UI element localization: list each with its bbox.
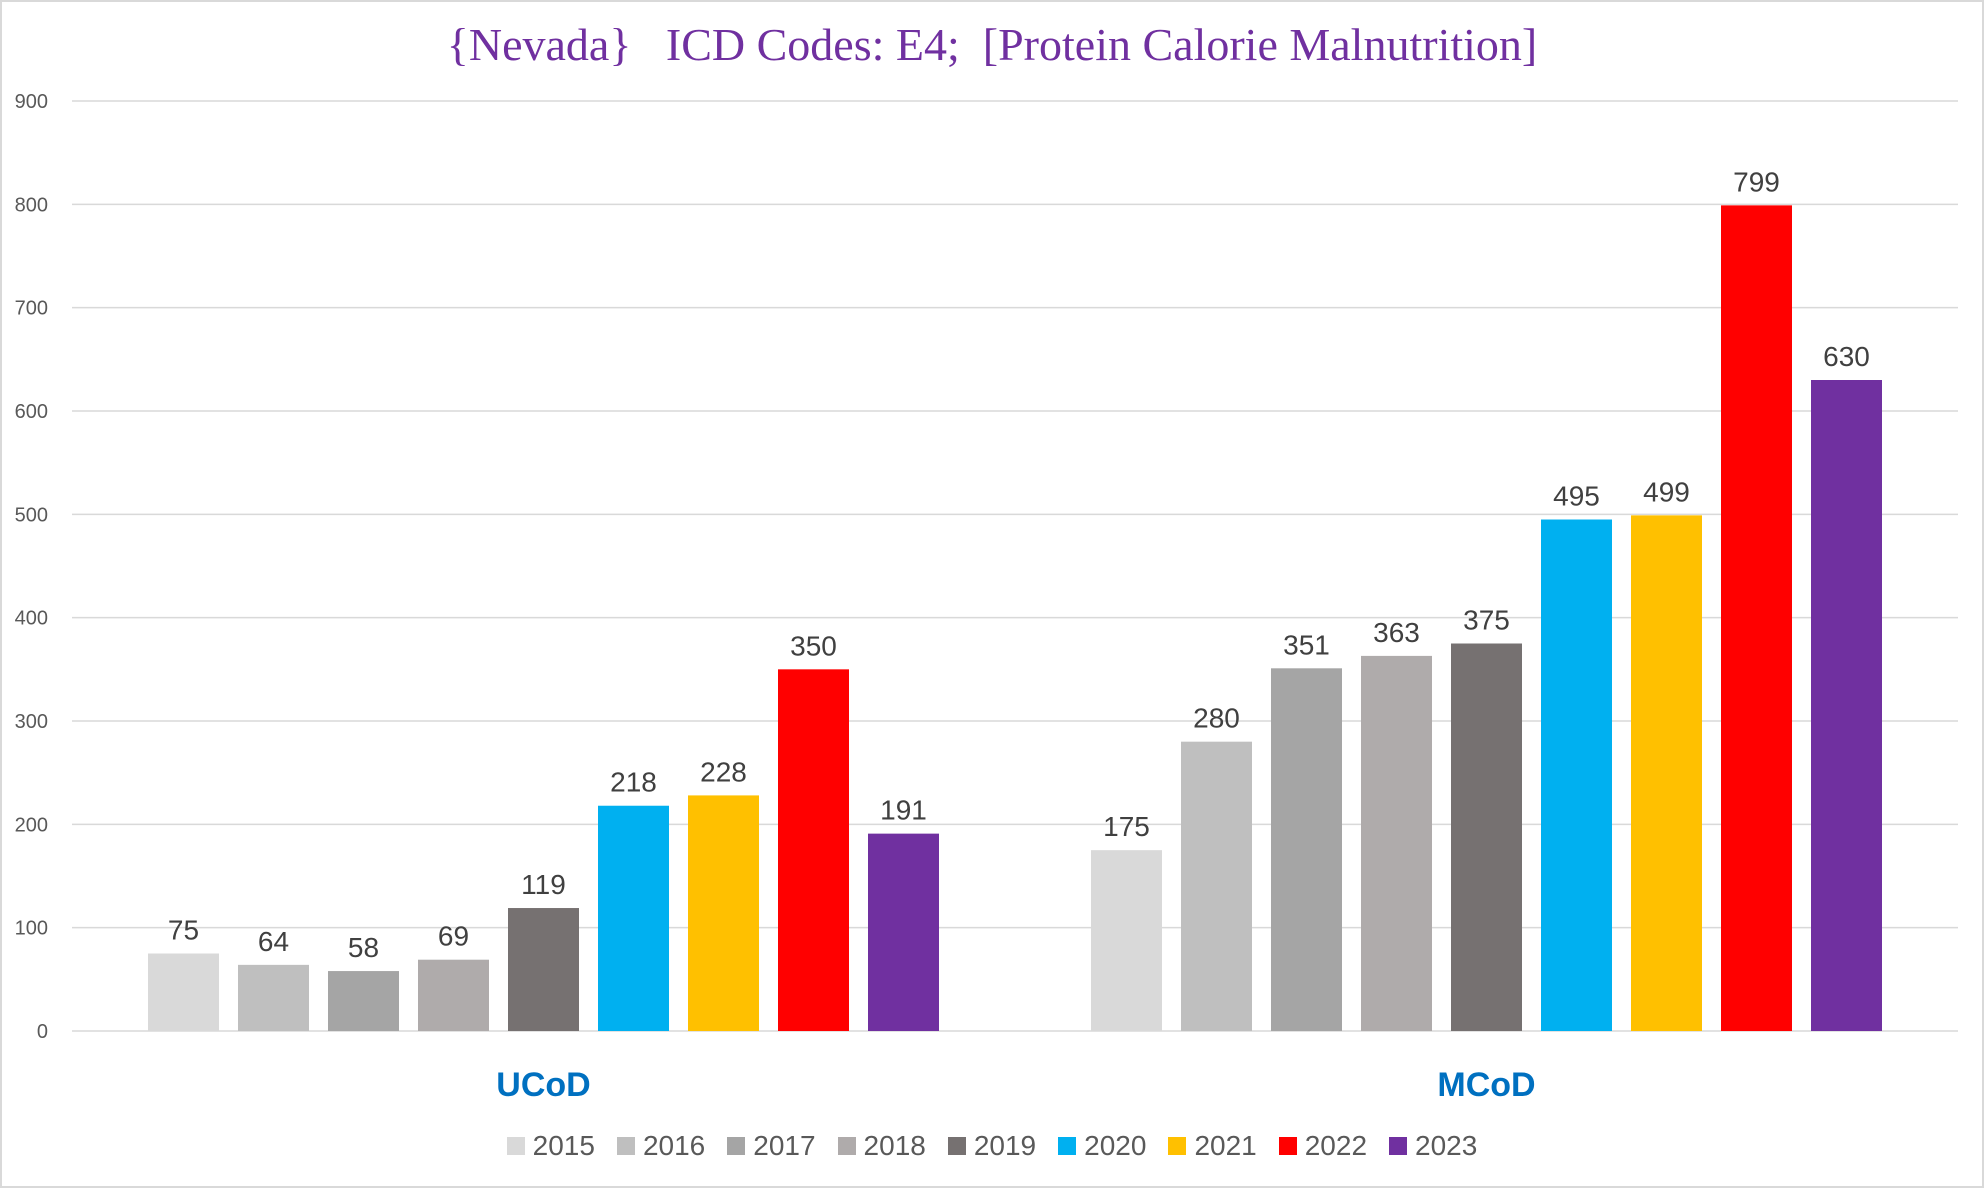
y-tick-label: 200 [15, 814, 48, 836]
legend-label: 2020 [1084, 1130, 1147, 1161]
y-tick-label: 800 [15, 194, 48, 216]
legend-swatch [837, 1137, 856, 1155]
legend-swatch [1389, 1137, 1408, 1155]
data-label: 119 [521, 869, 566, 900]
bar [418, 959, 489, 1031]
bar [1181, 741, 1252, 1031]
data-label: 228 [700, 756, 747, 787]
legend-label: 2017 [753, 1130, 816, 1161]
bar [1631, 515, 1702, 1031]
legend-label: 2022 [1304, 1130, 1368, 1161]
y-tick-label: 700 [15, 298, 48, 320]
bar [238, 964, 309, 1031]
legend-label: 2021 [1194, 1130, 1257, 1161]
bar [778, 669, 849, 1031]
bar [328, 971, 399, 1031]
y-tick-label: 900 [15, 91, 48, 113]
data-label: 375 [1463, 605, 1510, 636]
legend-item: 2015 [506, 1130, 595, 1162]
legend-swatch [727, 1137, 746, 1155]
data-label: 218 [610, 767, 657, 798]
legend-swatch [1278, 1137, 1297, 1155]
chart-title: {Nevada} ICD Codes: E4; [Protein Calorie… [446, 19, 1538, 70]
bar [598, 805, 669, 1031]
legend-swatch [506, 1137, 525, 1155]
legend-swatch [1058, 1137, 1077, 1155]
data-label: 350 [790, 630, 837, 661]
data-label: 75 [168, 915, 199, 946]
legend-label: 2018 [863, 1130, 926, 1161]
data-label: 499 [1643, 476, 1690, 507]
data-label: 351 [1283, 629, 1330, 660]
bar [508, 908, 579, 1031]
legend-label: 2015 [532, 1130, 595, 1161]
data-label: 64 [258, 926, 289, 957]
category-label: MCoD [1437, 1066, 1535, 1104]
legend-swatch [947, 1137, 966, 1155]
bar [868, 833, 939, 1031]
y-tick-label: 500 [15, 504, 48, 526]
bar [688, 795, 759, 1031]
bar [1451, 643, 1522, 1031]
legend-item: 2016 [616, 1130, 706, 1162]
bar [1271, 668, 1342, 1031]
legend-swatch [616, 1137, 635, 1155]
data-label: 363 [1373, 617, 1420, 648]
y-tick-label: 300 [15, 711, 48, 733]
y-tick-label: 0 [37, 1021, 48, 1043]
y-tick-label: 600 [15, 401, 48, 423]
bar [148, 953, 219, 1031]
data-label: 280 [1193, 703, 1240, 734]
legend-item: 2021 [1168, 1130, 1257, 1162]
data-label: 175 [1103, 811, 1150, 842]
data-label: 799 [1733, 166, 1780, 197]
legend-label: 2016 [642, 1130, 706, 1161]
bar [1091, 850, 1162, 1031]
bar [1811, 380, 1882, 1031]
category-label: UCoD [496, 1066, 590, 1104]
legend-item: 2017 [727, 1130, 816, 1162]
legend: 2015 2016 2017 2018 2019 2020 2021 2022 2023 [0, 1130, 1984, 1162]
bar [1541, 519, 1612, 1031]
legend-label: 2023 [1415, 1130, 1478, 1161]
data-label: 630 [1823, 341, 1870, 372]
bar [1361, 655, 1432, 1031]
legend-item: 2018 [837, 1130, 926, 1162]
legend-item: 2020 [1058, 1130, 1146, 1162]
legend-item: 2019 [947, 1130, 1037, 1162]
data-label: 58 [348, 932, 379, 963]
legend-item: 2023 [1389, 1130, 1477, 1162]
legend-swatch [1168, 1137, 1187, 1155]
legend-label: 2019 [973, 1130, 1037, 1161]
data-label: 69 [438, 921, 469, 952]
data-label: 191 [880, 795, 927, 826]
legend-item: 2022 [1278, 1130, 1368, 1162]
bar [1721, 205, 1792, 1031]
y-tick-label: 400 [15, 608, 48, 630]
y-tick-label: 100 [15, 918, 48, 940]
data-label: 495 [1553, 481, 1600, 512]
